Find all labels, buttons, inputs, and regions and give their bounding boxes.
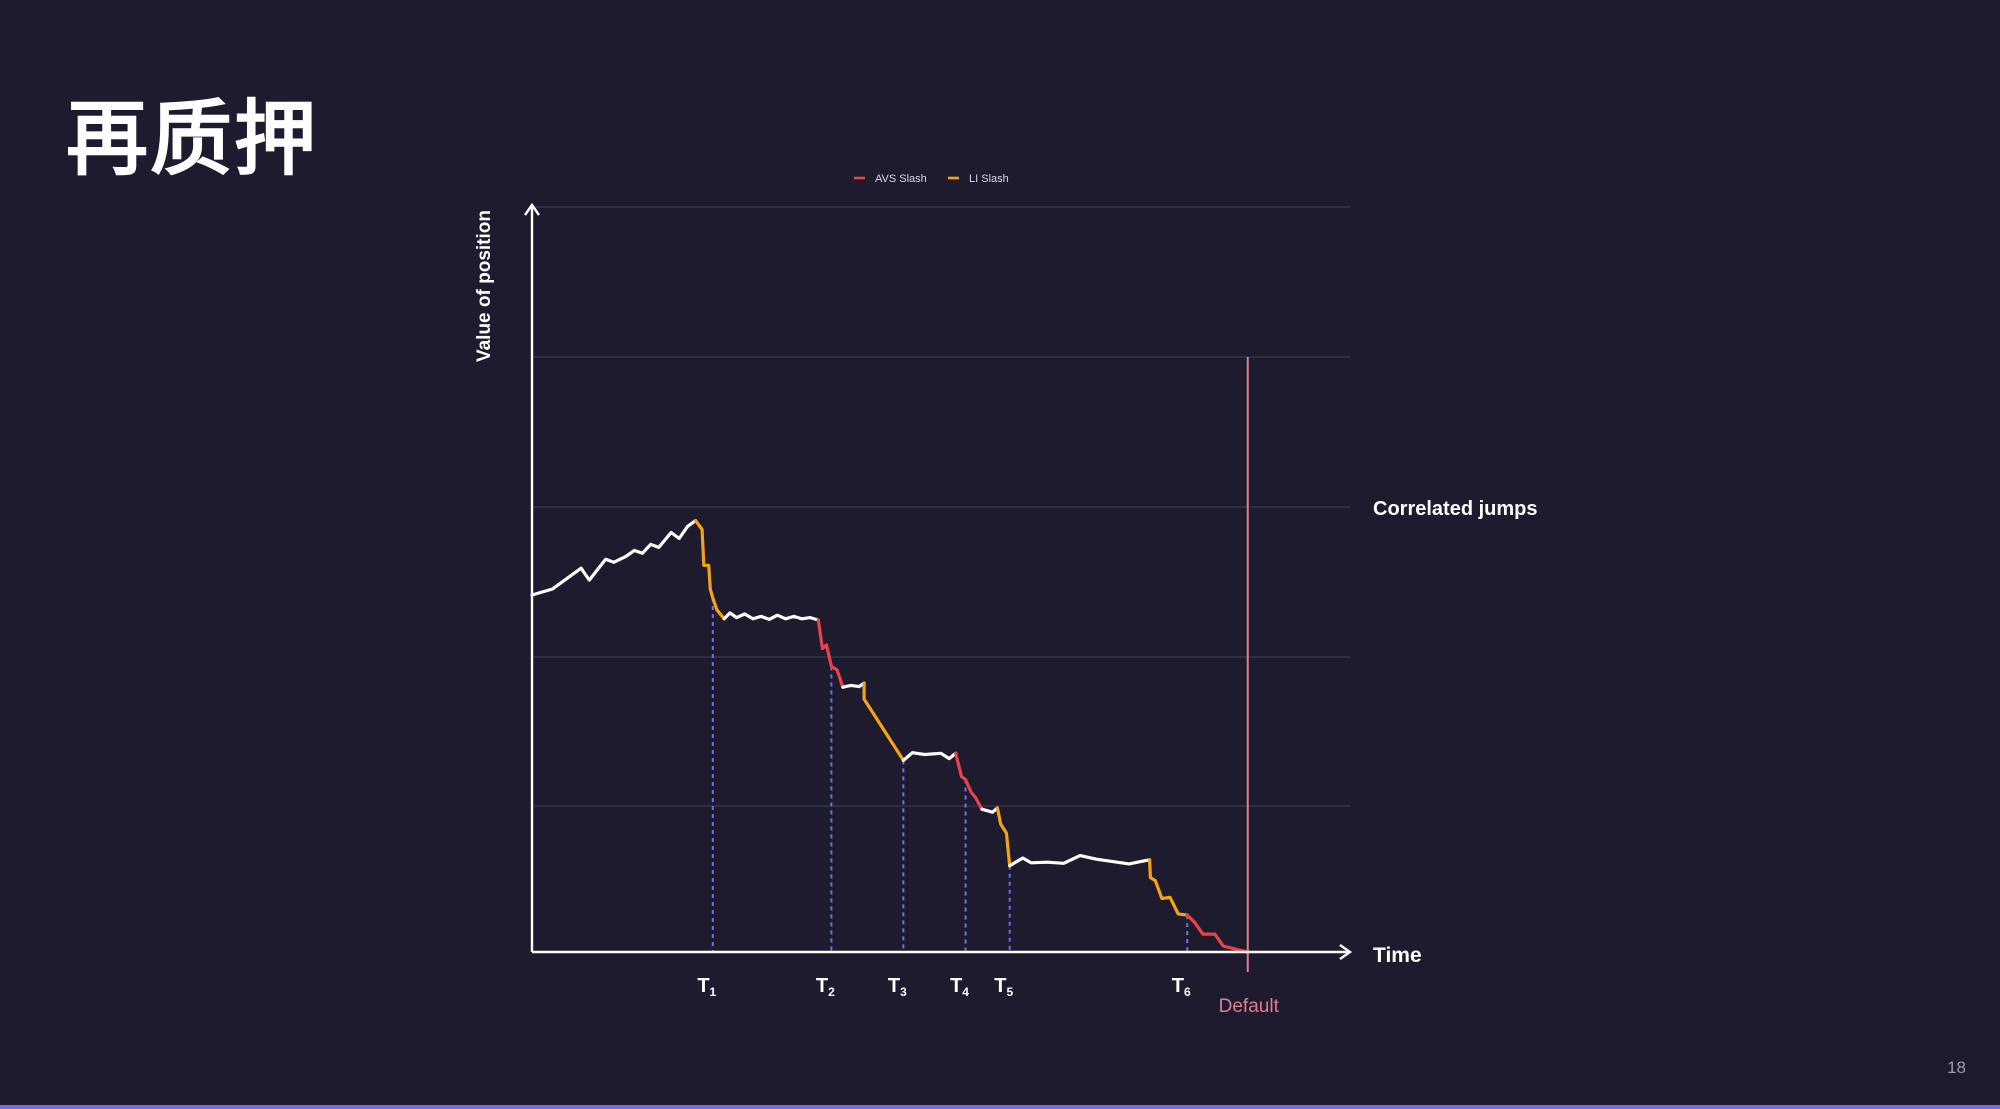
event-label-subscript: 5: [1006, 985, 1013, 999]
legend: AVS Slash LI Slash: [854, 173, 1009, 185]
series-segment-normal-1: [530, 519, 698, 597]
x-axis-arrow: [1339, 944, 1353, 960]
event-label-letter: T: [816, 975, 828, 997]
position-series: [530, 519, 1250, 954]
event-label-subscript: 6: [1184, 985, 1191, 999]
correlated-jumps-label: Correlated jumps: [1373, 498, 1537, 520]
y-axis-label: Value of position: [474, 210, 495, 362]
series-segment-normal-5: [841, 681, 866, 689]
series-segment-normal-7: [901, 751, 958, 762]
bottom-accent-bar: [0, 1105, 2000, 1109]
event-label-t4: T4: [950, 975, 969, 999]
series-segment-normal-9: [980, 806, 999, 814]
series-segment-avs-4: [816, 618, 845, 689]
event-label-letter: T: [1172, 975, 1184, 997]
series-segment-normal-11: [1008, 854, 1152, 868]
event-label-subscript: 2: [828, 985, 835, 999]
legend-label-li-slash: LI Slash: [969, 173, 1009, 185]
event-markers: [711, 357, 1249, 972]
event-label-letter: T: [950, 975, 962, 997]
series-segment-li-6: [862, 681, 905, 762]
y-axis-arrow: [524, 202, 540, 216]
default-label: Default: [1219, 996, 1280, 1017]
event-label-letter: T: [888, 975, 900, 997]
event-label-subscript: 4: [962, 985, 969, 999]
series-segment-avs-13: [1185, 913, 1250, 954]
event-label-t1: T1: [697, 975, 716, 999]
legend-label-avs-slash: AVS Slash: [875, 173, 927, 185]
series-segment-li-12: [1148, 858, 1189, 917]
series-segment-normal-3: [722, 611, 820, 622]
grid-lines: [532, 206, 1350, 807]
event-label-letter: T: [994, 975, 1006, 997]
series-segment-li-10: [995, 806, 1012, 868]
event-label-t3: T3: [888, 975, 907, 999]
slide-title: 再质押: [66, 91, 319, 187]
event-label-subscript: 3: [900, 985, 907, 999]
event-label-t6: T6: [1172, 975, 1191, 999]
series-segment-li-2: [694, 519, 726, 621]
axes: [524, 202, 1353, 960]
page-number: 18: [1947, 1058, 1966, 1077]
event-label-t2: T2: [816, 975, 835, 999]
series-segment-avs-8: [954, 751, 984, 811]
event-label-subscript: 1: [710, 985, 717, 999]
x-axis-label: Time: [1373, 944, 1422, 967]
event-label-t5: T5: [994, 975, 1013, 999]
event-label-letter: T: [697, 975, 709, 997]
